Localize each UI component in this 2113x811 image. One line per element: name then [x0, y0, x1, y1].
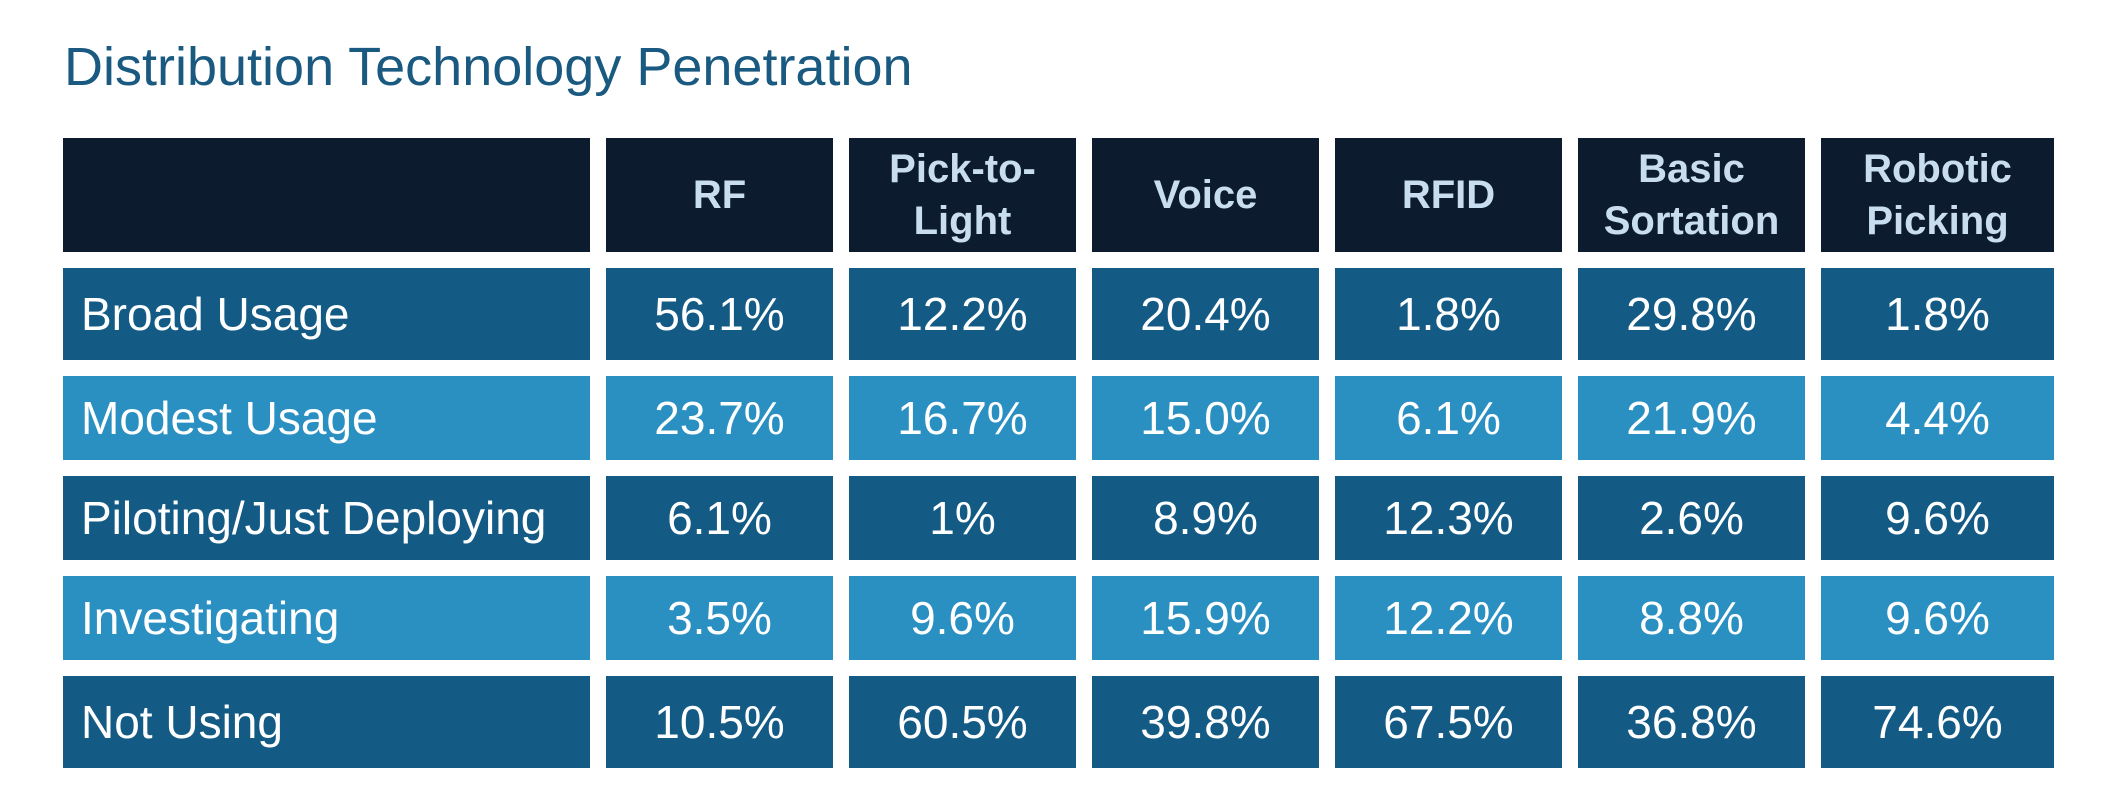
table-cell: 15.0% [1092, 376, 1319, 460]
page-title: Distribution Technology Penetration [64, 37, 913, 97]
table-cell: 56.1% [606, 268, 833, 360]
table-cell: 74.6% [1821, 676, 2054, 768]
table-cell: 6.1% [1335, 376, 1562, 460]
table-cell: 10.5% [606, 676, 833, 768]
table-cell: 21.9% [1578, 376, 1805, 460]
column-header-label: RF [692, 173, 747, 217]
table-cell: 29.8% [1578, 268, 1805, 360]
column-header: Pick-to-Light [849, 138, 1076, 252]
table-cell: 16.7% [849, 376, 1076, 460]
column-header: Robotic Picking [1821, 138, 2054, 252]
table-cell: 9.6% [1821, 476, 2054, 560]
table-cell: 12.2% [1335, 576, 1562, 660]
column-header-label: Basic Sortation [1603, 147, 1780, 243]
table-cell: 3.5% [606, 576, 833, 660]
table-cell: 6.1% [606, 476, 833, 560]
table-cell: 9.6% [1821, 576, 2054, 660]
table-cell: 1.8% [1335, 268, 1562, 360]
column-header: RFID [1335, 138, 1562, 252]
table-cell: 23.7% [606, 376, 833, 460]
column-header: Voice [1092, 138, 1319, 252]
table-cell: 1.8% [1821, 268, 2054, 360]
column-header-label: Voice [1153, 173, 1258, 217]
row-label: Broad Usage [63, 268, 590, 360]
table-cell: 60.5% [849, 676, 1076, 768]
table-cell: 8.8% [1578, 576, 1805, 660]
table-cell: 9.6% [849, 576, 1076, 660]
column-header-label: RFID [1401, 173, 1496, 217]
table-cell: 1% [849, 476, 1076, 560]
table-cell: 12.3% [1335, 476, 1562, 560]
column-header: Basic Sortation [1578, 138, 1805, 252]
table-cell: 12.2% [849, 268, 1076, 360]
table-cell: 67.5% [1335, 676, 1562, 768]
row-label: Modest Usage [63, 376, 590, 460]
table-cell: 2.6% [1578, 476, 1805, 560]
table-cell: 15.9% [1092, 576, 1319, 660]
header-corner [63, 138, 590, 252]
row-label: Not Using [63, 676, 590, 768]
column-header: RF [606, 138, 833, 252]
table-cell: 36.8% [1578, 676, 1805, 768]
table-cell: 4.4% [1821, 376, 2054, 460]
column-header-label: Pick-to-Light [889, 147, 1036, 243]
penetration-table: RF Pick-to-Light Voice RFID Basic Sortation R… [63, 138, 2054, 768]
table-cell: 20.4% [1092, 268, 1319, 360]
column-header-label: Robotic Picking [1863, 147, 2012, 243]
table-cell: 8.9% [1092, 476, 1319, 560]
row-label: Piloting/Just Deploying [63, 476, 590, 560]
row-label: Investigating [63, 576, 590, 660]
table-cell: 39.8% [1092, 676, 1319, 768]
